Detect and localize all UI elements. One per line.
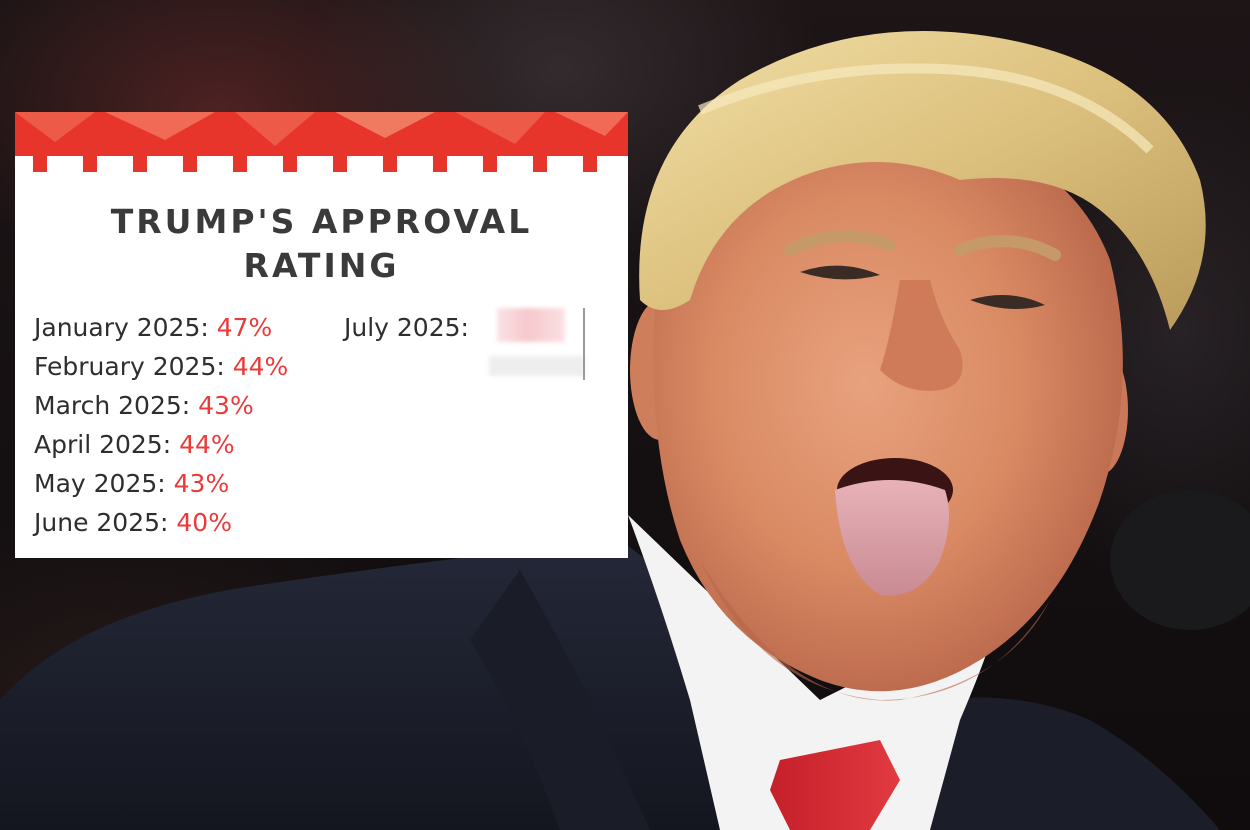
rating-value: 43% (173, 469, 230, 498)
rating-row-july: July 2025: (344, 308, 469, 347)
rating-value: 44% (179, 430, 235, 459)
july-value-blurred (489, 308, 585, 382)
month-label: February 2025: (34, 352, 225, 381)
red-tie (770, 740, 900, 830)
rating-row-april: April 2025: 44% (34, 425, 288, 464)
rating-row-february: February 2025: 44% (34, 347, 288, 386)
suit-right-shape (900, 697, 1220, 830)
month-label: July 2025: (344, 313, 469, 342)
rating-value: 47% (216, 313, 273, 342)
red-banner (15, 112, 628, 172)
rating-row-march: March 2025: 43% (34, 386, 288, 425)
rating-row-june: June 2025: 40% (34, 503, 288, 542)
month-label: March 2025: (34, 391, 191, 420)
month-label: May 2025: (34, 469, 166, 498)
card-title: TRUMP'S APPROVAL RATING (15, 200, 628, 288)
shirt-collar (628, 515, 1000, 830)
month-label: June 2025: (34, 508, 169, 537)
month-label: April 2025: (34, 430, 172, 459)
rating-value: 40% (176, 508, 232, 537)
hair-shape (639, 31, 1206, 330)
suit-shape (0, 540, 760, 830)
approval-rating-card: TRUMP'S APPROVAL RATING January 2025: 47… (15, 112, 628, 558)
rating-row-may: May 2025: 43% (34, 464, 288, 503)
month-label: January 2025: (34, 313, 209, 342)
face-shape (653, 130, 1123, 692)
title-line-2: RATING (243, 246, 400, 285)
rating-value: 44% (232, 352, 289, 381)
microphone (1110, 490, 1250, 630)
tongue-shape (835, 480, 949, 596)
rating-row-january: January 2025: 47% (34, 308, 288, 347)
monthly-ratings-list: January 2025: 47% February 2025: 44% Mar… (34, 308, 288, 542)
title-line-1: TRUMP'S APPROVAL (110, 202, 533, 241)
rating-value: 43% (198, 391, 254, 420)
